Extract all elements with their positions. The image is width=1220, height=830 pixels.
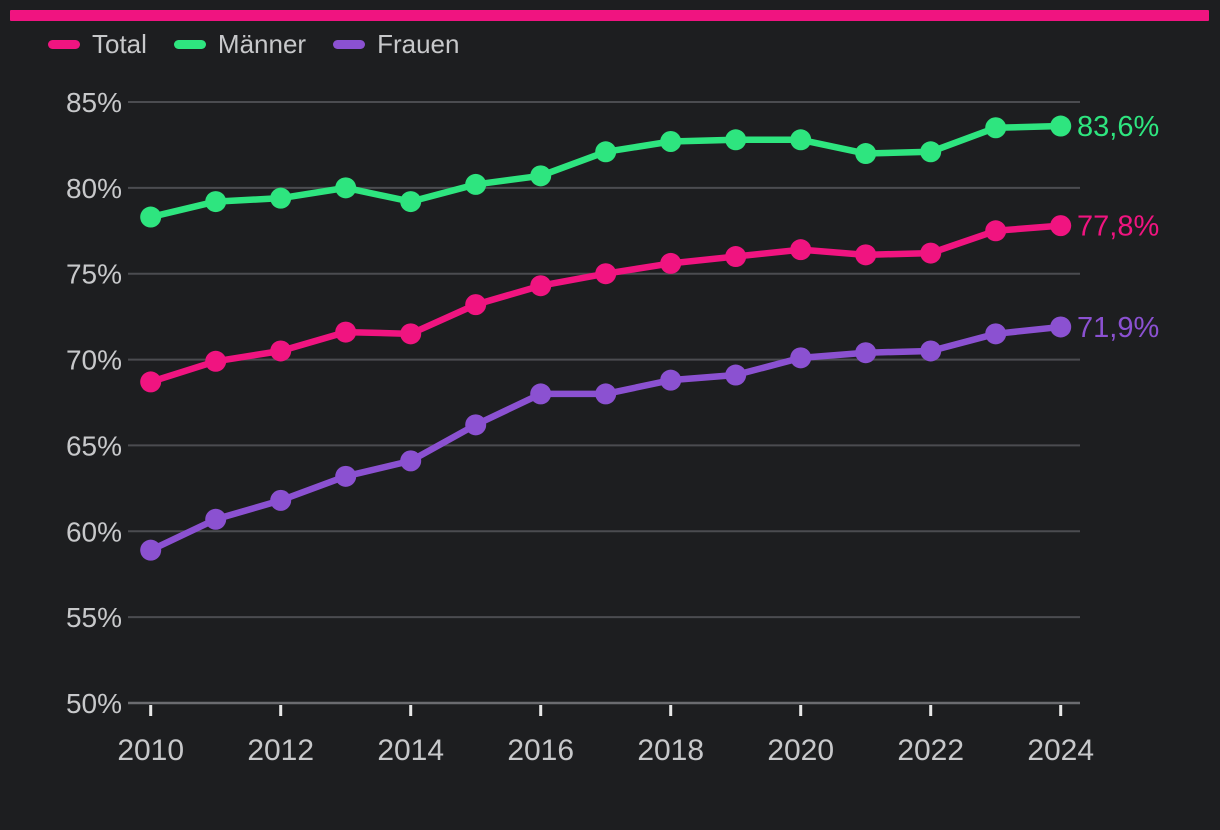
data-point-Total-2016 (530, 275, 552, 297)
x-tick-label-2012: 2012 (247, 734, 314, 767)
y-tick-label-70: 70% (66, 345, 122, 376)
y-tick-label-50: 50% (66, 688, 122, 719)
data-point-Männer-2022 (920, 141, 942, 163)
accent-bar (10, 10, 1209, 21)
data-point-Total-2015 (465, 294, 487, 316)
data-point-Männer-2023 (985, 117, 1007, 139)
data-point-Frauen-2012 (270, 489, 292, 511)
data-point-Total-2023 (985, 220, 1007, 242)
x-tick-label-2010: 2010 (117, 734, 184, 767)
data-point-Frauen-2016 (530, 383, 552, 405)
y-tick-label-75: 75% (66, 259, 122, 290)
legend-swatch-frauen (333, 40, 366, 49)
data-point-Männer-2011 (205, 191, 227, 213)
data-point-Total-2019 (725, 246, 747, 268)
legend-item-frauen: Frauen (333, 29, 459, 60)
data-point-Männer-2017 (595, 141, 617, 163)
x-tick-label-2018: 2018 (637, 734, 704, 767)
legend-swatch-total (48, 40, 80, 49)
data-point-Männer-2019 (725, 129, 747, 151)
data-point-Total-2014 (400, 323, 422, 345)
data-point-Total-2022 (920, 242, 942, 264)
y-tick-label-85: 85% (66, 87, 122, 118)
x-tick-label-2022: 2022 (897, 734, 964, 767)
data-point-Männer-2012 (270, 187, 292, 209)
data-point-Männer-2013 (335, 177, 357, 199)
x-tick-label-2024: 2024 (1027, 734, 1094, 767)
data-point-Total-2013 (335, 321, 357, 343)
x-tick-label-2016: 2016 (507, 734, 574, 767)
data-point-Frauen-2011 (205, 508, 227, 530)
x-tick-label-2020: 2020 (767, 734, 834, 767)
data-point-Männer-2015 (465, 173, 487, 195)
data-point-Frauen-2018 (660, 369, 682, 391)
legend: Total Männer Frauen (48, 29, 459, 60)
end-label-Männer: 83,6% (1077, 111, 1159, 143)
data-point-Total-2017 (595, 263, 617, 285)
x-tick-label-2014: 2014 (377, 734, 444, 767)
data-point-Total-2021 (855, 244, 877, 266)
data-point-Frauen-2015 (465, 414, 487, 436)
data-point-Frauen-2023 (985, 323, 1007, 345)
data-point-Frauen-2013 (335, 465, 357, 487)
data-point-Total-2012 (270, 340, 292, 362)
data-point-Männer-2014 (400, 191, 422, 213)
data-point-Total-2024 (1050, 215, 1072, 237)
data-point-Männer-2010 (140, 206, 162, 228)
legend-swatch-maenner (173, 40, 206, 49)
data-point-Frauen-2022 (920, 340, 942, 362)
y-tick-label-65: 65% (66, 430, 122, 461)
data-point-Frauen-2014 (400, 450, 422, 472)
data-point-Total-2011 (205, 350, 227, 372)
data-point-Frauen-2017 (595, 383, 617, 405)
y-tick-label-80: 80% (66, 173, 122, 204)
data-point-Männer-2024 (1050, 115, 1072, 137)
legend-label-total: Total (92, 29, 147, 59)
data-point-Männer-2021 (855, 143, 877, 165)
data-point-Frauen-2010 (140, 539, 162, 561)
y-tick-label-60: 60% (66, 516, 122, 547)
data-point-Frauen-2020 (790, 347, 812, 369)
data-point-Total-2018 (660, 252, 682, 274)
legend-item-maenner: Männer (173, 29, 307, 60)
data-point-Total-2010 (140, 371, 162, 393)
data-point-Frauen-2019 (725, 364, 747, 386)
data-point-Total-2020 (790, 239, 812, 261)
legend-label-frauen: Frauen (377, 29, 460, 59)
data-point-Männer-2018 (660, 130, 682, 152)
data-point-Männer-2020 (790, 129, 812, 151)
end-label-Total: 77,8% (1077, 211, 1159, 243)
legend-item-total: Total (48, 29, 147, 60)
data-point-Frauen-2024 (1050, 316, 1072, 338)
y-tick-label-55: 55% (66, 602, 122, 633)
data-point-Männer-2016 (530, 165, 552, 187)
data-point-Frauen-2021 (855, 342, 877, 364)
legend-label-maenner: Männer (217, 29, 307, 59)
end-label-Frauen: 71,9% (1077, 312, 1159, 344)
